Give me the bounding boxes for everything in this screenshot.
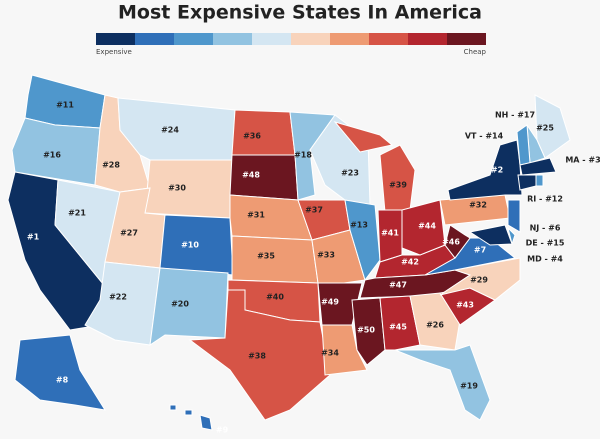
state-label: #25 — [536, 124, 554, 133]
legend-swatch — [135, 33, 174, 45]
state-label: #21 — [68, 209, 86, 218]
legend-swatch — [252, 33, 291, 45]
state-label: #46 — [442, 238, 460, 247]
state — [169, 404, 213, 431]
state — [394, 344, 491, 421]
state-label: #48 — [242, 171, 260, 180]
legend-swatch — [291, 33, 330, 45]
state-label: NH - #17 — [495, 111, 535, 120]
state-label: #30 — [168, 184, 186, 193]
state-label: #37 — [305, 206, 323, 215]
state — [231, 235, 319, 284]
state — [333, 121, 416, 213]
state-label: #8 — [56, 376, 69, 385]
state-label: #24 — [161, 126, 179, 135]
state-label: #40 — [266, 293, 284, 302]
legend-swatch — [213, 33, 252, 45]
state — [439, 257, 521, 301]
state-label: #20 — [171, 300, 189, 309]
state-label: #22 — [109, 293, 127, 302]
state-label: #41 — [381, 229, 399, 238]
legend-swatch — [408, 33, 447, 45]
state — [507, 199, 521, 233]
state — [535, 174, 544, 187]
state-label: #39 — [389, 181, 407, 190]
state-label: #10 — [181, 241, 199, 250]
state-label: #16 — [43, 151, 61, 160]
state-label: #36 — [243, 132, 261, 141]
state — [444, 224, 471, 259]
state — [519, 157, 557, 176]
state-label: #26 — [426, 321, 444, 330]
state — [401, 199, 446, 256]
state-label: #44 — [418, 222, 436, 231]
state — [379, 295, 421, 351]
state-label: #38 — [248, 352, 266, 361]
state — [344, 199, 381, 282]
state-label: #49 — [321, 298, 339, 307]
legend-swatch — [447, 33, 486, 45]
state-label: #13 — [350, 221, 368, 230]
state-label: RI - #12 — [527, 195, 563, 204]
state-label: #32 — [469, 201, 487, 210]
state-label: NJ - #6 — [530, 224, 561, 233]
state-label: #29 — [470, 276, 488, 285]
state-label: #7 — [474, 246, 486, 255]
state — [468, 224, 513, 246]
state-label: #34 — [321, 349, 339, 358]
legend-swatch — [330, 33, 369, 45]
state-label: #11 — [56, 101, 74, 110]
state-label: #1 — [27, 233, 40, 242]
state — [507, 226, 516, 246]
state-label: #28 — [102, 161, 120, 170]
legend-swatch — [369, 33, 408, 45]
state-label: #47 — [389, 281, 407, 290]
state-label: #45 — [389, 323, 407, 332]
legend-high-label: Cheap — [464, 48, 487, 56]
state-label: MD - #4 — [527, 255, 563, 264]
state — [534, 94, 571, 159]
state-label: #9 — [216, 426, 229, 435]
state-label: #19 — [460, 382, 478, 391]
map-title: Most Expensive States In America — [118, 2, 482, 24]
state-label: #18 — [294, 151, 312, 160]
state-label: VT - #14 — [465, 132, 504, 141]
state — [231, 109, 296, 156]
state-label: #43 — [456, 301, 474, 310]
state — [321, 324, 368, 376]
state — [229, 154, 299, 201]
state-label: MA - #3 — [565, 156, 600, 165]
state-label: #42 — [401, 258, 419, 267]
state — [409, 292, 461, 351]
state — [517, 174, 537, 191]
state-label: #31 — [247, 211, 265, 220]
state — [149, 267, 229, 347]
state-label: CT - #5 — [559, 209, 592, 218]
state — [351, 297, 386, 366]
state-label: #23 — [341, 169, 359, 178]
state-label: #35 — [257, 252, 275, 261]
state-label: #33 — [317, 251, 335, 260]
state-label: DE - #15 — [526, 239, 565, 248]
state-label: #2 — [491, 166, 503, 175]
legend-swatch — [174, 33, 213, 45]
state — [144, 159, 233, 219]
state-label: #50 — [357, 326, 375, 335]
legend-swatch — [96, 33, 135, 45]
legend-low-label: Expensive — [96, 48, 132, 56]
state — [188, 289, 331, 421]
state-label: #27 — [120, 229, 138, 238]
state — [14, 334, 107, 411]
